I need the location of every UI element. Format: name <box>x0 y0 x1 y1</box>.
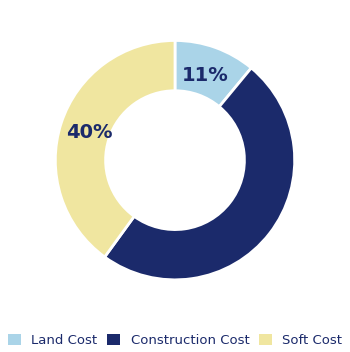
Text: 49%: 49% <box>223 206 269 225</box>
Text: 11%: 11% <box>182 66 229 85</box>
Wedge shape <box>55 40 175 257</box>
Legend: Land Cost, Construction Cost, Soft Cost: Land Cost, Construction Cost, Soft Cost <box>2 328 348 352</box>
Wedge shape <box>105 68 295 280</box>
Wedge shape <box>175 40 251 107</box>
Text: 40%: 40% <box>66 123 113 142</box>
